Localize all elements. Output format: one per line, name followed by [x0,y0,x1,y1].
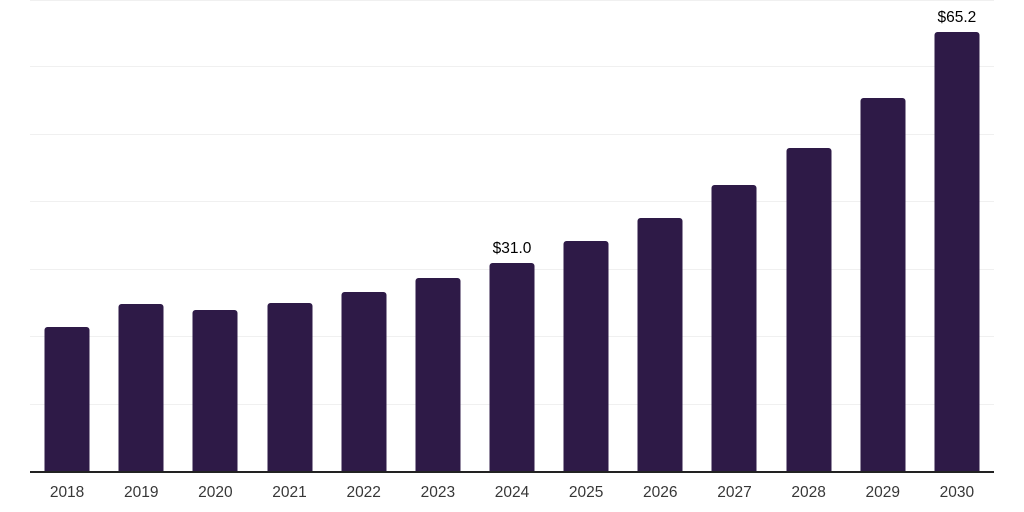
bar-slot-2018 [30,0,104,472]
bar-slot-2026 [623,0,697,472]
gridline-40 [30,201,994,202]
x-tick-label-2030: 2030 [939,484,975,501]
gridline-70 [30,0,994,1]
bar-slot-2024: $31.0 [475,0,549,472]
bar-slot-2022 [327,0,401,472]
bar-value-label-2024: $31.0 [492,239,532,257]
x-axis-line [30,471,994,473]
x-tick-label-2025: 2025 [568,484,604,501]
bar-slot-2021 [252,0,326,472]
x-tick-label-2024: 2024 [494,484,530,501]
bar-2028 [786,147,832,472]
bar-slot-2019 [104,0,178,472]
x-axis-labels: 2018 2019 2020 2021 2022 2023 2024 2025 2026 2027… [30,472,994,512]
x-tick-label-2028: 2028 [791,484,826,501]
bar-2027 [711,185,757,472]
plot-area: $31.0 $65.2 [30,0,994,472]
gridline-60 [30,66,994,67]
bar-slot-2028 [772,0,846,472]
bar-slot-2030: $65.2 [920,0,994,472]
bar-slot-2027 [697,0,771,472]
gridline-50 [30,134,994,135]
bar-slot-2020 [178,0,252,472]
bar-2025 [563,240,609,472]
x-tick-label-2022: 2022 [346,484,381,501]
bar-slot-2029 [846,0,920,472]
x-tick-label-2027: 2027 [717,484,752,501]
bar-2023 [415,277,461,472]
x-tick-label-2029: 2029 [865,484,901,501]
x-tick-label-2023: 2023 [420,484,456,501]
x-tick-label-2020: 2020 [198,484,233,501]
bar-2020 [192,309,238,472]
bar-value-label-2030: $65.2 [937,9,977,27]
bar-2026 [637,217,683,472]
bar-2022 [341,291,387,472]
x-tick-label-2019: 2019 [123,484,159,501]
bar-2018 [44,327,90,472]
bar-2030 [934,32,980,472]
bar-2024 [489,262,535,472]
bar-2029 [860,97,906,472]
x-tick-label-2018: 2018 [49,484,85,501]
bar-2021 [267,302,313,472]
bar-slot-2023 [401,0,475,472]
bar-2019 [118,304,164,472]
x-tick-label-2026: 2026 [643,484,678,501]
x-tick-label-2021: 2021 [272,484,307,501]
bar-slot-2025 [549,0,623,472]
